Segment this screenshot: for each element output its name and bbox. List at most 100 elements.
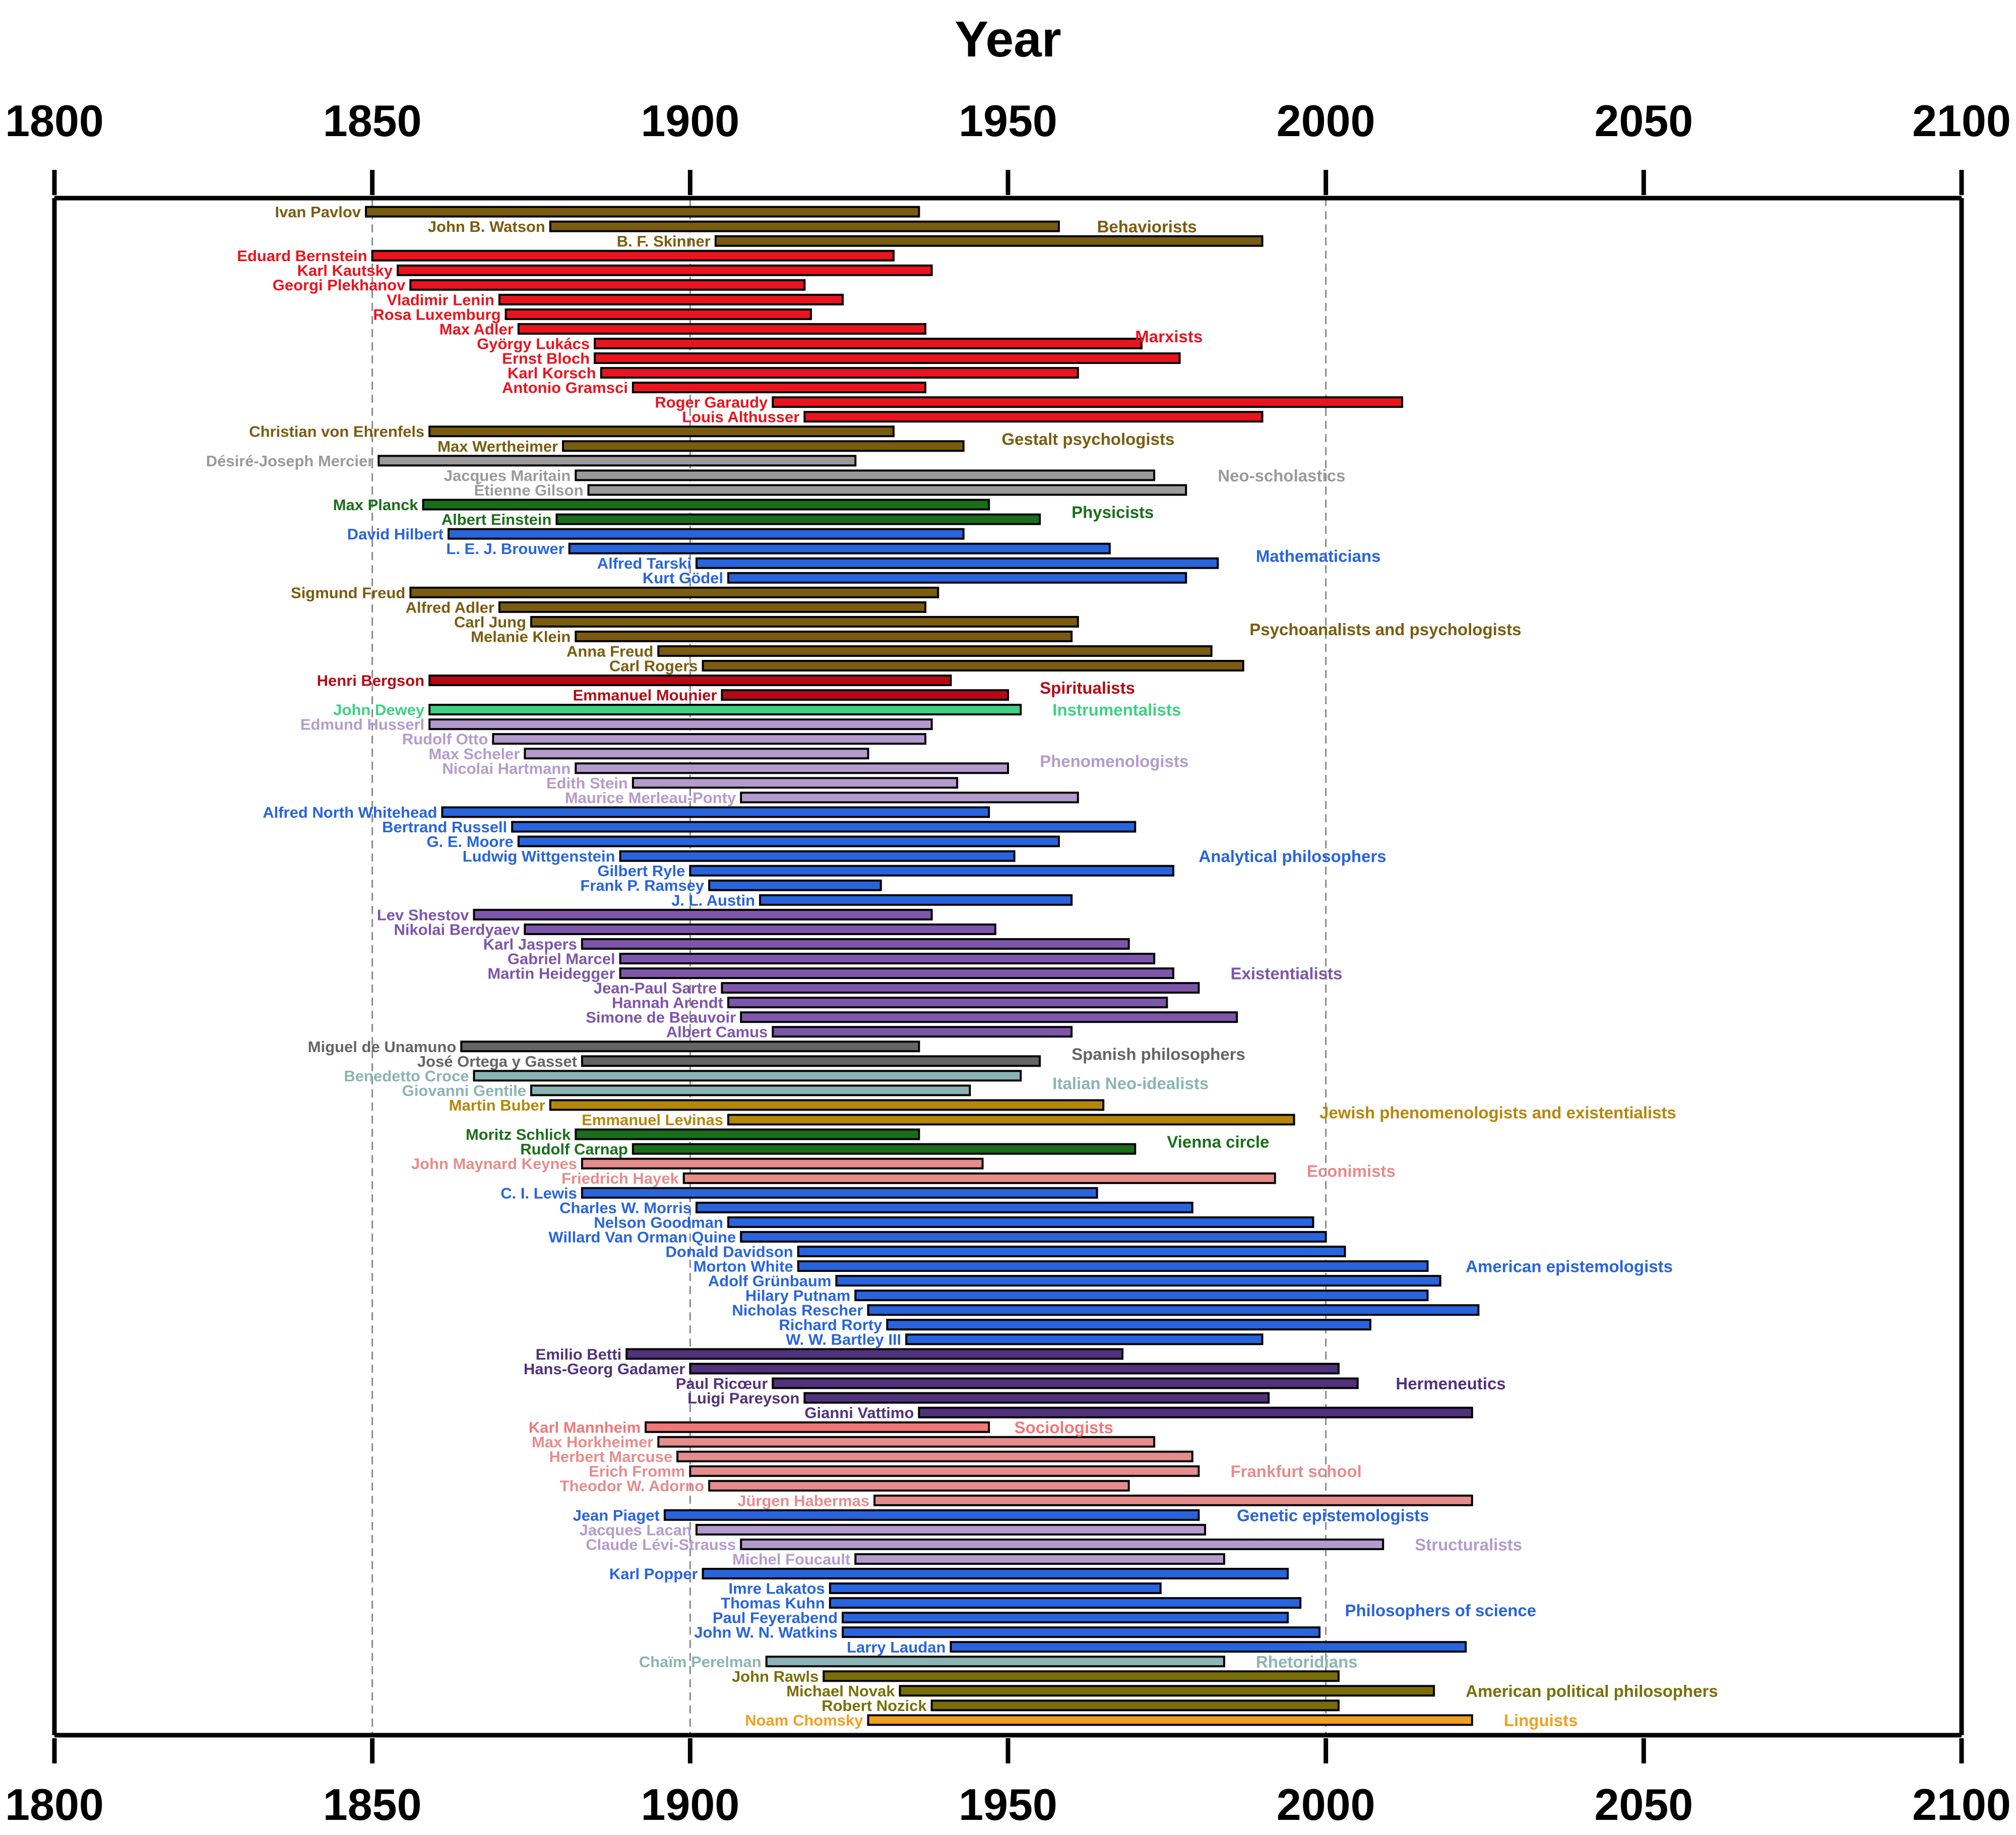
person-label: Emmanuel Levinas: [582, 1111, 723, 1129]
lifespan-bar: [721, 689, 1009, 701]
person-label: John Dewey: [333, 701, 425, 719]
person-label: Willard Van Orman Quine: [548, 1228, 736, 1246]
top-tick-label: 1900: [641, 96, 739, 146]
lifespan-bar: [371, 250, 895, 262]
bottom-tick-label: 2100: [1912, 1780, 2011, 1829]
person-label: Henri Bergson: [317, 672, 425, 690]
person-label: Thomas Kuhn: [721, 1595, 825, 1612]
lifespan-bar: [702, 1568, 1289, 1580]
lifespan-bar: [448, 528, 965, 540]
lifespan-bar: [473, 1070, 1022, 1082]
person-label: Friedrich Hayek: [561, 1170, 679, 1187]
lifespan-bar: [581, 938, 1130, 950]
person-label: Georgi Plekhanov: [273, 276, 406, 294]
top-tick-label: 1950: [959, 96, 1057, 146]
person-label: Alfred Adler: [406, 598, 494, 616]
person-label: Albert Einstein: [442, 511, 552, 528]
lifespan-bar: [632, 1143, 1137, 1155]
person-label: Max Planck: [333, 496, 419, 514]
lifespan-bar: [899, 1685, 1435, 1697]
lifespan-bar: [632, 382, 927, 394]
bars-layer: [365, 206, 1480, 1726]
lifespan-bar: [740, 791, 1079, 804]
person-label: Nelson Goodman: [594, 1213, 723, 1231]
person-label: Ernst Bloch: [502, 349, 590, 367]
person-label: Hans-Georg Gadamer: [524, 1360, 685, 1378]
person-label: Emmanuel Mounier: [573, 687, 717, 704]
lifespan-bar: [625, 1348, 1124, 1360]
lifespan-bar: [829, 1582, 1162, 1595]
person-label: György Lukács: [477, 335, 590, 352]
lifespan-bar: [505, 308, 812, 320]
person-label: Roger Garaudy: [655, 394, 768, 411]
lifespan-bar: [409, 279, 806, 291]
person-label: Paul Ricœur: [676, 1375, 768, 1392]
lifespan-bar: [422, 499, 990, 511]
lifespan-bar: [689, 865, 1174, 877]
person-label: Morton White: [694, 1257, 793, 1275]
bottom-axis: 1800 1850 1900 1950 2000 2050 2100: [5, 1738, 2011, 1829]
group-label: Econimists: [1307, 1162, 1396, 1181]
group-label: Genetic epistemologists: [1237, 1506, 1429, 1524]
person-label: Carl Jung: [454, 613, 526, 631]
person-label: Donald Davidson: [666, 1243, 793, 1260]
lifespan-bar: [441, 806, 990, 818]
person-label: Alfred Tarski: [597, 555, 691, 572]
lifespan-bar: [708, 1480, 1130, 1492]
lifespan-bar: [702, 660, 1244, 672]
person-label: Max Adler: [439, 320, 514, 338]
group-label: Jewish phenomenologists and existentiali…: [1319, 1103, 1676, 1122]
person-label: Rudolf Otto: [402, 730, 488, 748]
group-label: Structuralists: [1415, 1535, 1522, 1554]
group-label: Linguists: [1504, 1711, 1578, 1730]
group-label: Italian Neo-idealists: [1052, 1074, 1209, 1092]
person-label: Rosa Luxemburg: [373, 305, 500, 323]
lifespan-bar: [727, 1216, 1314, 1228]
person-label: Noam Chomsky: [745, 1711, 863, 1729]
lifespan-bar: [498, 293, 844, 305]
person-label: Max Scheler: [428, 745, 520, 763]
group-label: Marxists: [1135, 327, 1203, 346]
lifespan-bar: [530, 616, 1079, 628]
lifespan-bar: [695, 1201, 1193, 1213]
lifespan-bar: [797, 1260, 1429, 1272]
lifespan-bar: [517, 835, 1060, 847]
person-label: Gabriel Marcel: [508, 950, 615, 967]
lifespan-bar: [803, 1392, 1270, 1404]
group-label: Philosophers of science: [1345, 1601, 1537, 1620]
group-label: American epistemologists: [1466, 1257, 1673, 1275]
reference-lines: [371, 198, 1327, 1735]
lifespan-bar: [581, 1157, 984, 1170]
person-label: Luigi Pareyson: [687, 1389, 799, 1407]
lifespan-bar: [575, 469, 1156, 481]
lifespan-bar: [823, 1670, 1340, 1682]
lifespan-bar: [549, 1099, 1105, 1111]
bottom-tick-label: 1950: [959, 1780, 1057, 1829]
lifespan-bar: [562, 440, 965, 452]
lifespan-bar: [950, 1641, 1467, 1653]
person-label: Karl Kautsky: [297, 262, 393, 279]
lifespan-bar: [695, 1523, 1207, 1536]
lifespan-bar: [740, 1538, 1384, 1550]
lifespan-bar: [498, 601, 927, 613]
person-label: Erich Fromm: [589, 1462, 685, 1480]
person-label: Albert Camus: [666, 1023, 768, 1041]
person-label: Max Horkheimer: [532, 1433, 653, 1451]
lifespan-bar: [886, 1319, 1371, 1331]
lifespan-bar: [689, 1465, 1200, 1477]
person-label: Chaïm Perelman: [639, 1653, 762, 1671]
lifespan-bar: [568, 542, 1111, 555]
lifespan-bar: [803, 411, 1264, 423]
person-label: Simone de Beauvoir: [586, 1009, 736, 1026]
person-label: Kurt Gödel: [643, 569, 723, 587]
lifespan-bar: [727, 572, 1187, 584]
group-label: Frankfurt school: [1230, 1462, 1361, 1481]
person-label: L. E. J. Brouwer: [446, 540, 564, 558]
lifespan-bar: [428, 425, 895, 438]
person-label: Richard Rorty: [779, 1316, 883, 1334]
lifespan-bar: [842, 1626, 1321, 1638]
group-label: Hermeneutics: [1396, 1374, 1505, 1393]
person-label: Karl Popper: [609, 1565, 698, 1583]
person-label: Karl Korsch: [508, 364, 596, 382]
lifespan-bar: [632, 777, 959, 789]
